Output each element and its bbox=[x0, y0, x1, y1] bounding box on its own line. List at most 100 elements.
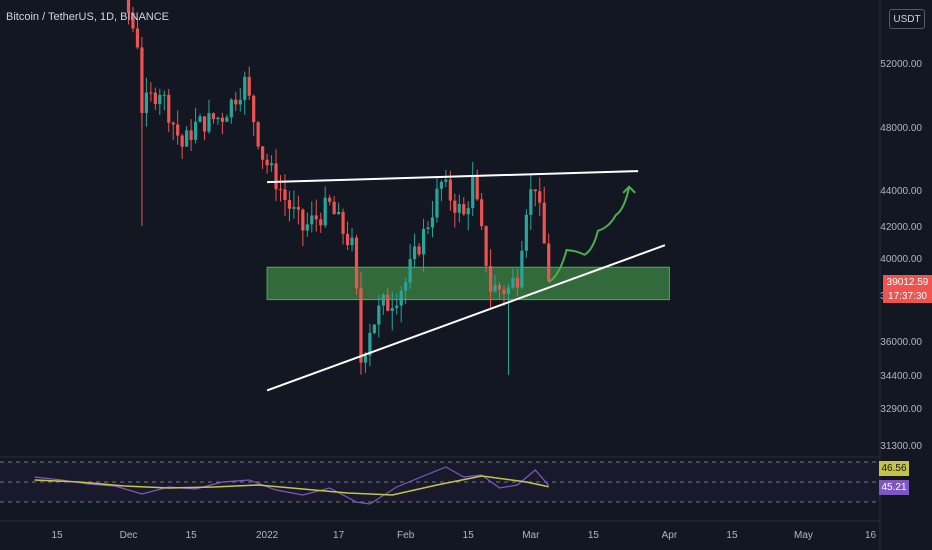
candle-body bbox=[386, 294, 390, 311]
candle-body bbox=[448, 179, 452, 201]
candle-body bbox=[256, 122, 260, 147]
candle-body bbox=[488, 266, 493, 292]
rsi-panel bbox=[0, 461, 880, 505]
candle-body bbox=[310, 215, 314, 225]
projection-arrowhead bbox=[622, 185, 636, 194]
candle-body bbox=[167, 94, 171, 123]
candle-body bbox=[377, 305, 381, 325]
candle-body bbox=[193, 121, 198, 140]
candle-body bbox=[457, 204, 461, 213]
candle-body bbox=[158, 94, 162, 105]
price-tick-label: 48000.00 bbox=[880, 123, 922, 134]
price-tick-label: 36000.00 bbox=[880, 337, 922, 348]
time-tick-label: Mar bbox=[522, 530, 540, 541]
candle-body bbox=[538, 191, 542, 203]
candle-body bbox=[354, 237, 359, 289]
time-tick-label: 16 bbox=[865, 530, 877, 541]
rsi-line bbox=[34, 466, 550, 505]
candle-body bbox=[332, 201, 336, 215]
candle-body bbox=[462, 204, 466, 215]
candle-body bbox=[283, 189, 287, 201]
time-tick-label: 17 bbox=[333, 530, 345, 541]
candle-body bbox=[404, 282, 408, 291]
candle-body bbox=[274, 163, 278, 190]
candle-body bbox=[176, 124, 180, 136]
time-tick-label: 15 bbox=[726, 530, 738, 541]
price-tick-label: 52000.00 bbox=[880, 59, 922, 70]
rising-support-trendline bbox=[266, 244, 666, 392]
candle-body bbox=[153, 92, 157, 105]
currency-selector-button[interactable]: USDT bbox=[889, 9, 925, 29]
candle-body bbox=[189, 130, 193, 140]
candle-body bbox=[149, 92, 153, 94]
candle-body bbox=[296, 207, 300, 210]
candle-body bbox=[372, 324, 376, 333]
price-tick-label: 34400.00 bbox=[880, 371, 922, 382]
candle-body bbox=[234, 99, 238, 105]
time-tick-label: Dec bbox=[120, 530, 138, 541]
candle-body bbox=[368, 332, 372, 356]
time-tick-label: 2022 bbox=[256, 530, 279, 541]
candle-body bbox=[493, 285, 497, 292]
candle-body bbox=[323, 197, 327, 226]
axes: 52000.00 48000.00 44000.00 42000.00 40000.00… bbox=[51, 59, 922, 541]
candle-body bbox=[502, 289, 506, 294]
rsi-ma-tag: 45.21 bbox=[879, 480, 909, 495]
candle-body bbox=[269, 163, 274, 166]
candle-body bbox=[131, 12, 135, 29]
candle-body bbox=[421, 228, 426, 255]
candle-body bbox=[480, 199, 484, 227]
candle-body bbox=[314, 215, 318, 220]
candle-body bbox=[390, 308, 394, 311]
candle-body bbox=[243, 76, 247, 100]
countdown-tag: 17:37:30 bbox=[883, 289, 932, 303]
candle-body bbox=[301, 209, 305, 231]
candle-body bbox=[350, 237, 354, 246]
time-tick-label: May bbox=[794, 530, 813, 541]
candle-body bbox=[238, 99, 242, 105]
candle-body bbox=[381, 294, 385, 306]
candle-body bbox=[359, 288, 363, 363]
candle-body bbox=[417, 246, 421, 255]
candle-body bbox=[341, 211, 345, 234]
support-zone-layer bbox=[266, 266, 670, 301]
candle-body bbox=[287, 200, 292, 209]
candle-body bbox=[430, 217, 435, 228]
time-tick-label: 15 bbox=[51, 530, 63, 541]
time-tick-label: 15 bbox=[588, 530, 600, 541]
candle-body bbox=[126, 0, 131, 13]
projection-path bbox=[548, 186, 631, 283]
candle-body bbox=[319, 219, 323, 226]
candle-body bbox=[471, 176, 475, 209]
candle-body bbox=[265, 159, 269, 166]
candle-body bbox=[247, 76, 251, 96]
candle-body bbox=[292, 207, 296, 209]
candle-body bbox=[511, 277, 515, 288]
candle-body bbox=[202, 116, 207, 132]
candle-body bbox=[466, 208, 470, 215]
candle-body bbox=[225, 117, 229, 122]
candle-body bbox=[229, 99, 233, 118]
candle-body bbox=[207, 113, 211, 132]
candle-body bbox=[506, 287, 511, 294]
time-tick-label: 15 bbox=[186, 530, 198, 541]
candle-body bbox=[520, 250, 524, 288]
resistance-trendline bbox=[267, 170, 639, 184]
rsi-ma-line bbox=[34, 475, 549, 496]
time-tick-label: Apr bbox=[662, 530, 678, 541]
candle-body bbox=[399, 290, 403, 306]
time-tick-label: 15 bbox=[463, 530, 475, 541]
candle-body bbox=[216, 117, 220, 120]
candle-body bbox=[426, 227, 430, 229]
candle-body bbox=[547, 243, 551, 282]
candle-body bbox=[328, 197, 332, 202]
candle-body bbox=[305, 224, 309, 231]
candle-body bbox=[135, 28, 140, 48]
price-tick-label: 44000.00 bbox=[880, 186, 922, 197]
candle-body bbox=[497, 285, 502, 290]
candle-body bbox=[363, 355, 368, 363]
candle-body bbox=[278, 189, 283, 191]
candle-body bbox=[408, 259, 412, 283]
price-tick-label: 40000.00 bbox=[880, 254, 922, 265]
